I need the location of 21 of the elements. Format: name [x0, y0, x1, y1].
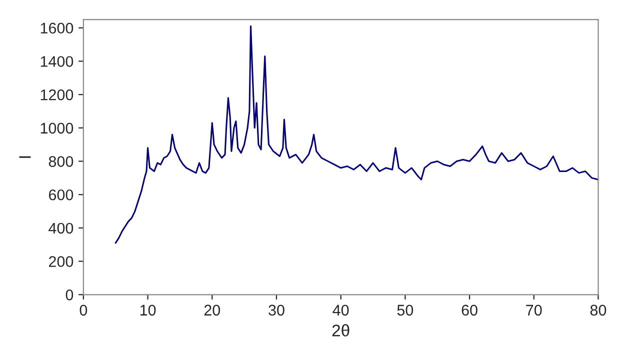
- y-tick-label: 400: [48, 222, 74, 234]
- y-tick-label: 1000: [40, 122, 74, 134]
- y-tick-label: 1200: [40, 89, 74, 100]
- x-axis-title: 2θ: [332, 324, 350, 336]
- y-tick-label: 200: [48, 256, 74, 267]
- y-axis-title: I: [19, 156, 31, 158]
- x-tick-label: 50: [397, 304, 414, 316]
- x-tick-label: 30: [268, 304, 284, 316]
- x-tick-label: 80: [590, 304, 606, 316]
- y-tick-label: 0: [66, 290, 74, 300]
- y-tick-label: 600: [48, 189, 74, 200]
- x-tick-label: 10: [140, 304, 156, 316]
- y-tick-label: 800: [48, 156, 74, 167]
- x-tick-label: 60: [462, 304, 478, 316]
- y-tick-label: 1600: [40, 22, 74, 34]
- line-series: [114, 25, 598, 244]
- y-tick-label: 1400: [40, 56, 74, 67]
- x-tick-label: 70: [526, 304, 542, 316]
- x-tick-label: 20: [204, 304, 220, 316]
- x-tick-label: 40: [332, 304, 349, 316]
- x-tick-label: 0: [80, 304, 88, 316]
